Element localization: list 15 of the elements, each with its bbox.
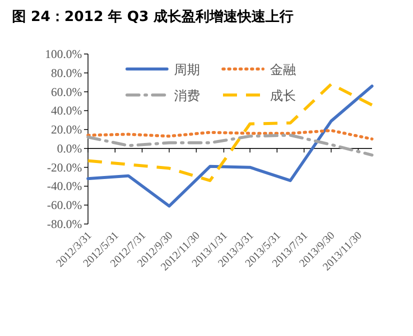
legend-label: 金融 xyxy=(270,63,296,78)
y-tick-label: -40.0% xyxy=(47,179,82,194)
chart-title: 图 24：2012 年 Q3 成长盈利增速快速上行 xyxy=(12,9,294,25)
y-tick-label: -80.0% xyxy=(47,217,82,231)
y-tick-label: 0.0% xyxy=(57,141,82,156)
y-tick-label: 80.0% xyxy=(51,66,82,80)
legend-label: 成长 xyxy=(270,89,296,104)
legend-label: 消费 xyxy=(174,89,200,104)
y-tick-label: 40.0% xyxy=(51,104,82,118)
legend-label: 周期 xyxy=(174,63,200,78)
y-tick-label: 100.0% xyxy=(45,47,82,61)
y-tick-label: 60.0% xyxy=(51,84,82,99)
y-tick-label: -20.0% xyxy=(47,160,82,174)
y-tick-label: -60.0% xyxy=(47,198,82,212)
y-tick-label: 20.0% xyxy=(51,122,82,137)
